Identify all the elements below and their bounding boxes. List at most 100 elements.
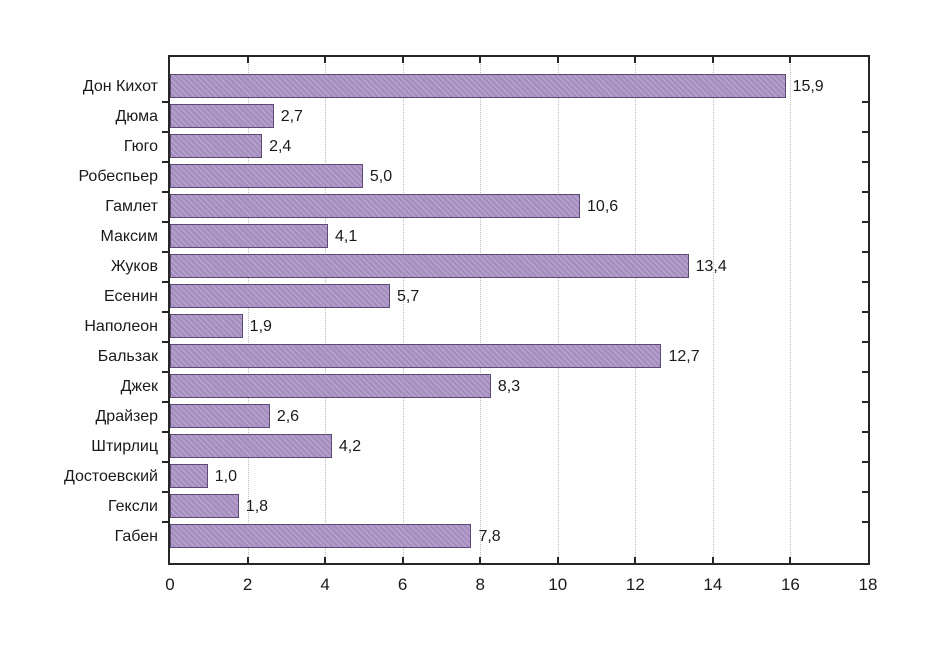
category-tick [862, 371, 868, 373]
bar [170, 164, 363, 188]
x-axis-tick [634, 557, 637, 563]
bar [170, 254, 689, 278]
bar-row: 2,7 [170, 102, 868, 132]
x-axis-tick [789, 557, 792, 563]
category-tick [162, 161, 168, 163]
x-axis-tick [556, 557, 559, 563]
category-tick [162, 131, 168, 133]
category-tick [862, 521, 868, 523]
x-tick-label: 12 [625, 575, 645, 594]
bar-value-label: 13,4 [695, 258, 727, 275]
bar [170, 74, 786, 98]
category-tick [162, 371, 168, 373]
gridline [402, 57, 404, 563]
x-tick-label: 10 [548, 575, 568, 594]
category-tick [162, 251, 168, 253]
category-tick [862, 341, 868, 343]
category-axis-labels: Дон Кихот Дюма Гюго Робеспьер Гамлет Максим Жу… [0, 57, 158, 563]
bar [170, 104, 274, 128]
bar [170, 344, 662, 368]
x-axis-tick [634, 57, 637, 63]
x-tick-label: 8 [475, 575, 485, 594]
bar-row: 1,9 [170, 312, 868, 342]
bar-row: 4,1 [170, 222, 868, 252]
bar-value-label: 1,9 [249, 318, 272, 335]
x-tick-label: 6 [397, 575, 408, 594]
category-label: Есенин [104, 288, 158, 305]
category-tick [862, 401, 868, 403]
bar [170, 134, 263, 158]
bar-value-label: 8,3 [497, 378, 521, 395]
x-tick-label: 18 [858, 575, 878, 594]
bar [170, 404, 270, 428]
x-axis-tick [556, 57, 559, 63]
plot-area: 15,9 2,7 2,4 5,0 10,6 4,1 13,4 5,7 1,9 12,7 8,3 2,6… [162, 55, 870, 565]
bar-value-label: 15,9 [792, 78, 824, 95]
x-axis-tick [401, 57, 404, 63]
category-label: Гексли [108, 498, 158, 515]
bar-row: 7,8 [170, 522, 868, 552]
bar-value-label: 2,7 [280, 108, 303, 125]
category-tick [862, 161, 868, 163]
x-axis-tick [246, 557, 249, 563]
bar-row: 1,8 [170, 492, 868, 522]
gridline [480, 57, 482, 563]
x-tick-label: 16 [780, 575, 800, 594]
category-tick [162, 491, 168, 493]
bar-row: 15,9 [170, 72, 868, 102]
bar-row: 4,2 [170, 432, 868, 462]
x-axis-tick [789, 57, 792, 63]
bar-row: 5,0 [170, 162, 868, 192]
bar-value-label: 10,6 [587, 198, 619, 215]
x-tick-label: 14 [703, 575, 723, 594]
bar [170, 494, 239, 518]
category-tick [162, 221, 168, 223]
category-label: Наполеон [84, 318, 158, 335]
bar-row: 2,4 [170, 132, 868, 162]
category-tick [862, 221, 868, 223]
bar [170, 464, 208, 488]
category-tick [162, 401, 168, 403]
bar-row: 13,4 [170, 252, 868, 282]
bar-value-label: 5,7 [397, 288, 420, 305]
category-label: Дюма [115, 108, 158, 125]
category-label: Штирлиц [91, 438, 158, 455]
category-tick [162, 311, 168, 313]
bar [170, 314, 243, 338]
bar-row: 8,3 [170, 372, 868, 402]
x-axis-tick [711, 57, 714, 63]
category-label: Бальзак [97, 348, 158, 365]
x-tick-label: 2 [242, 575, 253, 594]
x-tick-label: 4 [320, 575, 330, 594]
category-tick [162, 281, 168, 283]
gridline [325, 57, 327, 563]
category-tick [162, 191, 168, 193]
gridline [247, 57, 249, 563]
category-tick [862, 311, 868, 313]
x-axis-tick [246, 57, 249, 63]
bar [170, 434, 332, 458]
gridline [635, 57, 637, 563]
category-label: Габен [114, 528, 158, 545]
category-tick [862, 281, 868, 283]
x-axis-tick [324, 557, 327, 563]
category-tick [862, 101, 868, 103]
gridline [712, 57, 714, 563]
category-tick [162, 101, 168, 103]
gridline [557, 57, 559, 563]
bar-value-label: 4,1 [334, 228, 358, 245]
category-label: Дон Кихот [82, 78, 158, 95]
bar-row: 12,7 [170, 342, 868, 372]
x-axis-tick [401, 557, 404, 563]
category-tick [162, 431, 168, 433]
category-label: Гамлет [105, 198, 158, 215]
category-tick [162, 521, 168, 523]
bar-value-label: 1,8 [245, 498, 269, 515]
gridline [790, 57, 792, 563]
category-label: Максим [100, 228, 158, 245]
category-tick [862, 461, 868, 463]
bar-value-label: 5,0 [369, 168, 393, 185]
category-label: Робеспьер [78, 168, 158, 185]
x-tick-label: 0 [165, 575, 175, 594]
category-label: Джек [120, 378, 158, 395]
